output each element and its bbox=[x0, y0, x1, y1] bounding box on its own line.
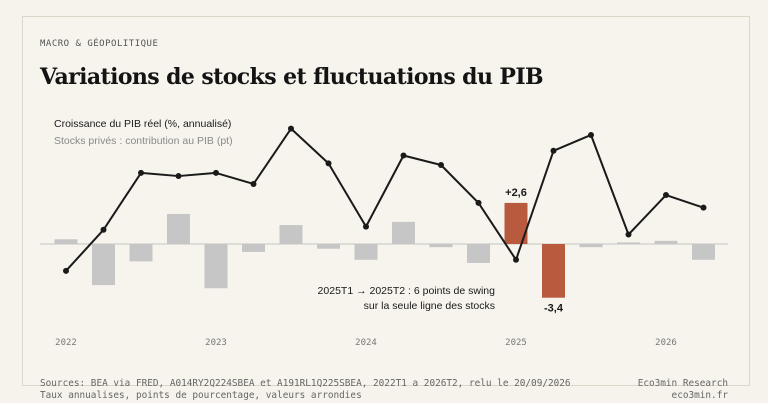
footer-brand-url: eco3min.fr bbox=[671, 390, 728, 401]
section-kicker: MACRO & GÉOPOLITIQUE bbox=[40, 39, 159, 49]
x-tick-label-2022: 2022 bbox=[55, 338, 77, 348]
gdp-point-2024T2 bbox=[400, 152, 407, 159]
inventory-bar-2023T3 bbox=[279, 225, 303, 244]
x-tick-label-2025: 2025 bbox=[505, 338, 527, 348]
gdp-point-2023T2 bbox=[250, 180, 257, 187]
inventory-bar-2024T1 bbox=[354, 244, 378, 260]
gdp-point-2022T4 bbox=[175, 173, 182, 180]
x-axis-labels: 2022 2023 2024 2025 2026 bbox=[55, 338, 677, 348]
chart-frame bbox=[22, 16, 750, 386]
inventory-bar-2025T4 bbox=[617, 242, 640, 244]
footer-brand-name: Eco3min Research bbox=[637, 378, 728, 389]
annotation-line-2: sur la seule ligne des stocks bbox=[364, 300, 495, 312]
inventory-bar-2025T2 bbox=[542, 244, 565, 298]
inventory-bar-2024T3 bbox=[429, 244, 453, 248]
annotation-line-1: 2025T1 → 2025T2 : 6 points de swing bbox=[318, 285, 496, 297]
inventory-bar-2022T2 bbox=[92, 244, 115, 286]
inventory-bars bbox=[54, 202, 715, 298]
inventory-bar-2024T4 bbox=[467, 244, 490, 263]
footer-sources-line-1: Sources: BEA via FRED, A014RY2Q224SBEA e… bbox=[40, 378, 571, 389]
inventory-bar-2026T1 bbox=[654, 240, 678, 244]
gdp-point-2023T3 bbox=[288, 125, 294, 132]
legend-inventory: Stocks privés : contribution au PIB (pt) bbox=[54, 135, 233, 147]
gdp-point-2026T2 bbox=[700, 204, 707, 211]
gdp-point-2024T1 bbox=[363, 223, 369, 230]
inventory-bar-2025T1 bbox=[504, 202, 528, 244]
data-labels: +2,6 -3,4 bbox=[505, 187, 564, 315]
inventory-bar-2026T2 bbox=[692, 244, 715, 260]
footer-brand: Eco3min Research eco3min.fr bbox=[638, 378, 728, 402]
x-tick-label-2026: 2026 bbox=[655, 338, 677, 348]
data-label-2025T2: -3,4 bbox=[544, 303, 564, 315]
gdp-point-2024T4 bbox=[475, 199, 482, 206]
gdp-point-2024T3 bbox=[438, 162, 444, 168]
x-tick-label-2024: 2024 bbox=[355, 338, 377, 348]
footer-sources: Sources: BEA via FRED, A014RY2Q224SBEA e… bbox=[40, 378, 571, 402]
inventory-bar-2023T2 bbox=[242, 244, 265, 252]
inventory-bar-2024T2 bbox=[392, 221, 415, 244]
gdp-point-2025T3 bbox=[588, 131, 594, 138]
x-tick-label-2023: 2023 bbox=[205, 338, 227, 348]
gdp-line bbox=[65, 127, 704, 272]
inventory-bar-2022T1 bbox=[54, 239, 78, 244]
legend-gdp: Croissance du PIB réel (%, annualisé) bbox=[54, 118, 232, 130]
gdp-point-2023T4 bbox=[325, 160, 332, 167]
data-label-2025T1: +2,6 bbox=[505, 187, 527, 199]
gdp-point-2025T1 bbox=[513, 256, 519, 263]
gdp-point-2026T1 bbox=[663, 192, 669, 199]
inventory-bar-2022T3 bbox=[129, 244, 153, 262]
gdp-point-2022T2 bbox=[100, 226, 107, 233]
gdp-point-2022T1 bbox=[63, 267, 69, 274]
inventory-bar-2023T4 bbox=[317, 244, 340, 249]
inventory-bar-2025T3 bbox=[579, 244, 603, 248]
gdp-point-2023T1 bbox=[213, 169, 219, 176]
gdp-point-2025T2 bbox=[550, 147, 557, 154]
gdp-point-2022T3 bbox=[138, 169, 144, 176]
chart-title: Variations de stocks et fluctuations du … bbox=[40, 64, 544, 90]
footer-sources-line-2: Taux annualises, points de pourcentage, … bbox=[40, 390, 362, 401]
inventory-bar-2023T1 bbox=[204, 244, 228, 289]
inventory-bar-2022T4 bbox=[167, 213, 190, 244]
gdp-point-2025T4 bbox=[625, 231, 632, 238]
gdp-line-series bbox=[63, 125, 707, 274]
